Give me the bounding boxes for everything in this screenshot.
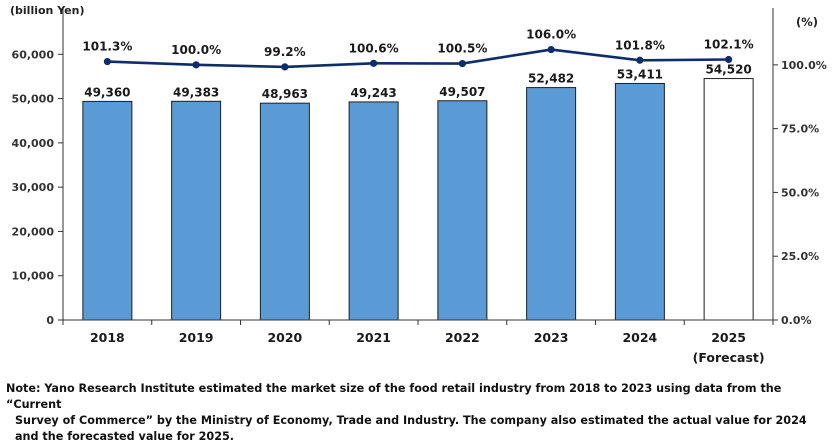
left-axis-tick-label: 20,000 [12, 225, 55, 238]
bar-value-label: 48,963 [262, 87, 308, 101]
right-axis-tick-label: 50.0% [781, 186, 819, 199]
bar-value-label: 52,482 [528, 72, 574, 86]
bar-value-label: 53,411 [617, 67, 663, 81]
growth-value-label: 102.1% [704, 37, 754, 51]
bar [526, 87, 577, 321]
left-axis-tick-label: 10,000 [12, 270, 55, 283]
growth-point [636, 56, 644, 64]
x-axis-category-label: 2019 [179, 330, 214, 345]
growth-point [547, 45, 555, 54]
x-axis-category-label: 2025 [711, 330, 746, 345]
bar-value-label: 49,507 [439, 85, 485, 99]
x-axis-category-label: 2022 [445, 330, 480, 345]
growth-point [458, 59, 466, 68]
growth-value-label: 101.8% [615, 38, 665, 52]
x-axis-category-sublabel: (Forecast) [693, 350, 765, 365]
x-axis-category-label: 2024 [622, 330, 657, 345]
bar [171, 100, 222, 321]
growth-value-label: 100.5% [437, 42, 487, 56]
left-axis-tick-label: 0 [46, 314, 54, 327]
right-axis-tick-label: 25.0% [781, 250, 819, 263]
growth-value-label: 106.0% [526, 28, 576, 42]
growth-value-label: 99.2% [264, 45, 306, 59]
bar [348, 101, 399, 321]
growth-value-label: 101.3% [82, 40, 132, 54]
bar [614, 82, 665, 321]
forecast-bar [703, 78, 754, 321]
left-axis-title: (billion Yen) [10, 4, 84, 17]
right-axis-tick-label: 75.0% [781, 123, 819, 136]
bar-value-label: 54,520 [705, 63, 751, 77]
bar-value-label: 49,243 [350, 86, 396, 100]
growth-point [281, 63, 289, 71]
right-axis-tick-label: 0.0% [781, 314, 812, 327]
growth-point [370, 59, 378, 67]
growth-point [725, 55, 733, 64]
growth-value-label: 100.6% [349, 41, 399, 55]
bar [82, 100, 133, 321]
footnote-line-3: and the forecasted value for 2025. [15, 430, 235, 443]
footnote: Note: Yano Research Institute estimated … [6, 381, 832, 445]
x-axis-category-label: 2018 [90, 330, 125, 345]
left-axis-tick-label: 30,000 [12, 181, 55, 194]
x-axis-category-label: 2021 [356, 330, 391, 345]
growth-line [107, 48, 729, 69]
right-axis-title: (%) [796, 15, 818, 29]
right-axis-tick-label: 100.0% [781, 59, 827, 72]
left-axis-tick-label: 50,000 [12, 93, 55, 106]
footnote-line-2: Survey of Commerce” by the Ministry of E… [15, 414, 807, 427]
bar [259, 102, 310, 321]
x-axis-category-label: 2023 [534, 330, 569, 345]
bar-value-label: 49,383 [173, 85, 219, 99]
growth-value-label: 100.0% [171, 43, 221, 57]
growth-point [103, 57, 111, 66]
market-size-chart: 0 10,000 20,000 30,000 40,000 50,000 60,000 0.0… [10, 4, 827, 365]
bar-value-label: 49,360 [84, 85, 130, 99]
left-axis-tick-label: 40,000 [12, 137, 55, 150]
footnote-line-1: Note: Yano Research Institute estimated … [6, 382, 782, 411]
x-axis-category-label: 2020 [267, 330, 302, 345]
left-axis-tick-label: 60,000 [12, 48, 55, 61]
growth-point [192, 61, 200, 69]
bar [437, 100, 488, 321]
